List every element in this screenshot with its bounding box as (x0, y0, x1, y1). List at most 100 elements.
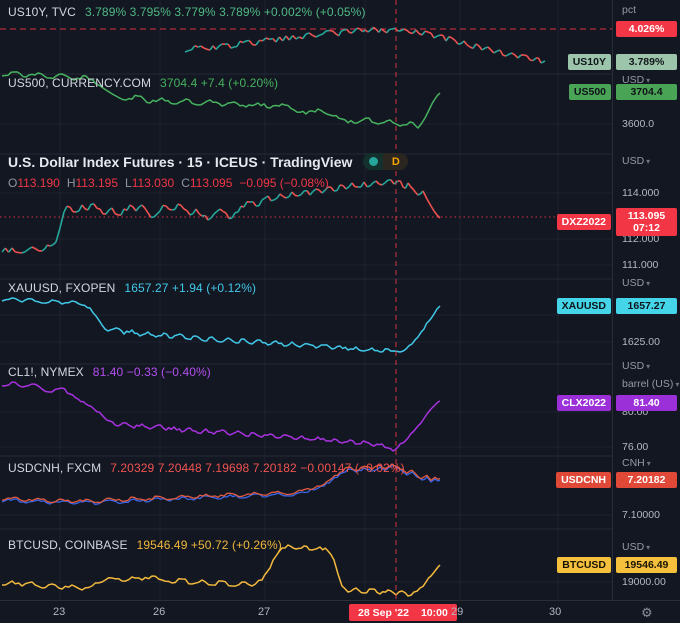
scale-unit-text: USD (622, 360, 645, 372)
price-badge-line: 113.095 (627, 210, 666, 222)
legend-values: 1657.27 +1.94 (+0.12%) (124, 281, 257, 295)
price-scale[interactable]: pct USD ▾ USD ▾ USD ▾ USD ▾ barrel (US) ▾ CNH ▾ USD ▾ 3… (612, 0, 680, 600)
pane-legend-xauusd[interactable]: XAUUSD, FXOPEN 1657.27 +1.94 (+0.12%) (8, 281, 256, 295)
open-label: O (8, 176, 18, 190)
main-symbol-title-row[interactable]: U.S. Dollar Index Futures · 15 · ICEUS ·… (8, 153, 409, 170)
legend-values: 7.20329 7.20448 7.19698 7.20182 −0.00147… (110, 461, 405, 475)
price-value-badge: 3.789% (616, 54, 677, 70)
series-US10Y (184, 26, 546, 64)
crosshair-time-badge: 28 Sep '22 10:00 (349, 604, 457, 621)
scale-tick-label: 111.000 (622, 259, 658, 271)
scale-unit-label[interactable]: CNH ▾ (622, 457, 651, 469)
series-DXY (1, 179, 441, 254)
price-value-badge: 81.40 (616, 395, 677, 411)
scale-unit-label[interactable]: barrel (US) ▾ (622, 378, 679, 390)
scale-unit-label[interactable]: USD ▾ (622, 74, 650, 86)
series-USDCNH (1, 463, 441, 504)
chevron-down-icon: ▾ (646, 76, 651, 85)
scale-unit-label[interactable]: pct (622, 4, 636, 16)
scale-unit-text: pct (622, 4, 637, 16)
scale-unit-text: USD (622, 277, 645, 289)
chevron-down-icon: ▾ (646, 459, 651, 468)
symbol-badge-xauusd: XAUUSD (556, 298, 611, 314)
scale-tick-label: 114.000 (622, 187, 659, 199)
time-label: 23 (53, 606, 66, 618)
pane-legend-us10y[interactable]: US10Y, TVC 3.789% 3.795% 3.779% 3.789% +0… (8, 5, 366, 19)
chevron-down-icon: ▾ (646, 543, 651, 552)
high-label: H (66, 176, 76, 190)
close-value: 113.095 (189, 176, 233, 190)
tick-text: 76.00 (622, 441, 649, 453)
market-open-dot-icon (369, 157, 379, 166)
pane-legend-us500[interactable]: US500, CURRENCY.COM 3704.4 +7.4 (+0.20%) (8, 76, 278, 90)
legend-values: 19546.49 +50.72 (+0.26%) (136, 538, 282, 552)
scale-unit-label[interactable]: USD ▾ (622, 541, 650, 553)
legend-symbol: US500, CURRENCY.COM (8, 76, 152, 90)
scale-unit-label[interactable]: USD ▾ (622, 155, 650, 167)
time-label: 26 (153, 606, 166, 618)
price-value-badge: 4.026% (616, 21, 677, 37)
time-axis[interactable]: 28 Sep '22 10:00 ⚙ 23 26 27 29 30 (0, 600, 680, 623)
legend-values: 81.40 −0.33 (−0.40%) (92, 365, 211, 379)
series-CL1! (1, 381, 441, 452)
series-USDCNH (1, 465, 441, 506)
scale-tick-label: 76.00 (622, 441, 648, 453)
series-US500 (1, 71, 441, 129)
ohlc-readout: O113.190 H113.195 L113.030 C113.095 −0.095 (… (8, 176, 336, 190)
pane-legend-btcusd[interactable]: BTCUSD, COINBASE 19546.49 +50.72 (+0.26%) (8, 538, 282, 552)
tick-text: 7.10000 (622, 509, 660, 521)
pane-legend-usdcnh[interactable]: USDCNH, FXCM 7.20329 7.20448 7.19698 7.20… (8, 461, 405, 475)
high-value: 113.195 (75, 176, 119, 190)
legend-symbol: XAUUSD, FXOPEN (8, 281, 116, 295)
symbol-badge-us500: US500 (568, 84, 611, 100)
tick-text: 19000.00 (622, 576, 666, 588)
timeframe-d-icon[interactable]: D (383, 153, 409, 170)
chevron-down-icon: ▾ (646, 279, 651, 288)
tick-text: 1625.00 (622, 336, 660, 348)
pane-legend-cl1![interactable]: CL1!, NYMEX 81.40 −0.33 (−0.40%) (8, 365, 211, 379)
symbol-badge-btcusd: BTCUSD (557, 557, 611, 573)
symbol-badge-usdcnh: USDCNH (556, 472, 611, 488)
scale-tick-label: 3600.0 (622, 118, 654, 130)
price-value-badge: 3704.4 (616, 84, 677, 100)
time-label: 27 (258, 606, 271, 618)
tick-text: 3600.0 (622, 118, 655, 130)
series-XAUUSD (1, 297, 441, 353)
scale-unit-label[interactable]: USD ▾ (622, 360, 650, 372)
price-value-badge: 113.095 07:12 (616, 208, 677, 236)
symbol-badge-us10y: US10Y (567, 54, 611, 70)
legend-values: 3704.4 +7.4 (+0.20%) (160, 76, 279, 90)
price-value-badge: 1657.27 (616, 298, 677, 314)
scale-unit-label[interactable]: USD ▾ (622, 277, 650, 289)
change-value: −0.095 (−0.08%) (239, 176, 329, 190)
page-title: U.S. Dollar Index Futures · 15 · ICEUS ·… (8, 153, 353, 170)
chevron-down-icon: ▾ (646, 362, 651, 371)
legend-symbol: BTCUSD, COINBASE (8, 538, 128, 552)
symbol-badge-dxz2022: DXZ2022 (556, 214, 611, 230)
scale-unit-text: barrel (US) (622, 378, 674, 390)
chevron-down-icon: ▾ (646, 157, 651, 166)
legend-values: 3.789% 3.795% 3.779% 3.789% +0.002% (+0.… (84, 5, 366, 19)
tick-text: 112.000 (622, 233, 660, 245)
scale-unit-text: CNH (622, 457, 645, 469)
symbol-badge-clx2022: CLX2022 (556, 395, 611, 411)
tick-text: 111.000 (622, 259, 659, 271)
crosshair-date: 28 Sep '22 (358, 606, 409, 619)
chevron-down-icon: ▾ (675, 380, 680, 389)
time-label: 29 (451, 606, 464, 618)
crosshair-time: 10:00 (420, 606, 448, 619)
low-value: 113.030 (131, 176, 175, 190)
gear-icon[interactable]: ⚙ (641, 605, 653, 620)
market-status-toggle[interactable]: D (363, 153, 409, 170)
scale-tick-label: 19000.00 (622, 576, 666, 588)
scale-unit-text: USD (622, 155, 645, 167)
scale-unit-text: USD (622, 541, 645, 553)
chart-plot-area[interactable] (0, 0, 612, 600)
price-value-badge: 19546.49 (616, 557, 677, 573)
price-value-badge: 7.20182 (616, 472, 677, 488)
legend-symbol: USDCNH, FXCM (8, 461, 102, 475)
low-label: L (125, 176, 132, 190)
tick-text: 114.000 (622, 187, 660, 199)
close-label: C (181, 176, 190, 190)
